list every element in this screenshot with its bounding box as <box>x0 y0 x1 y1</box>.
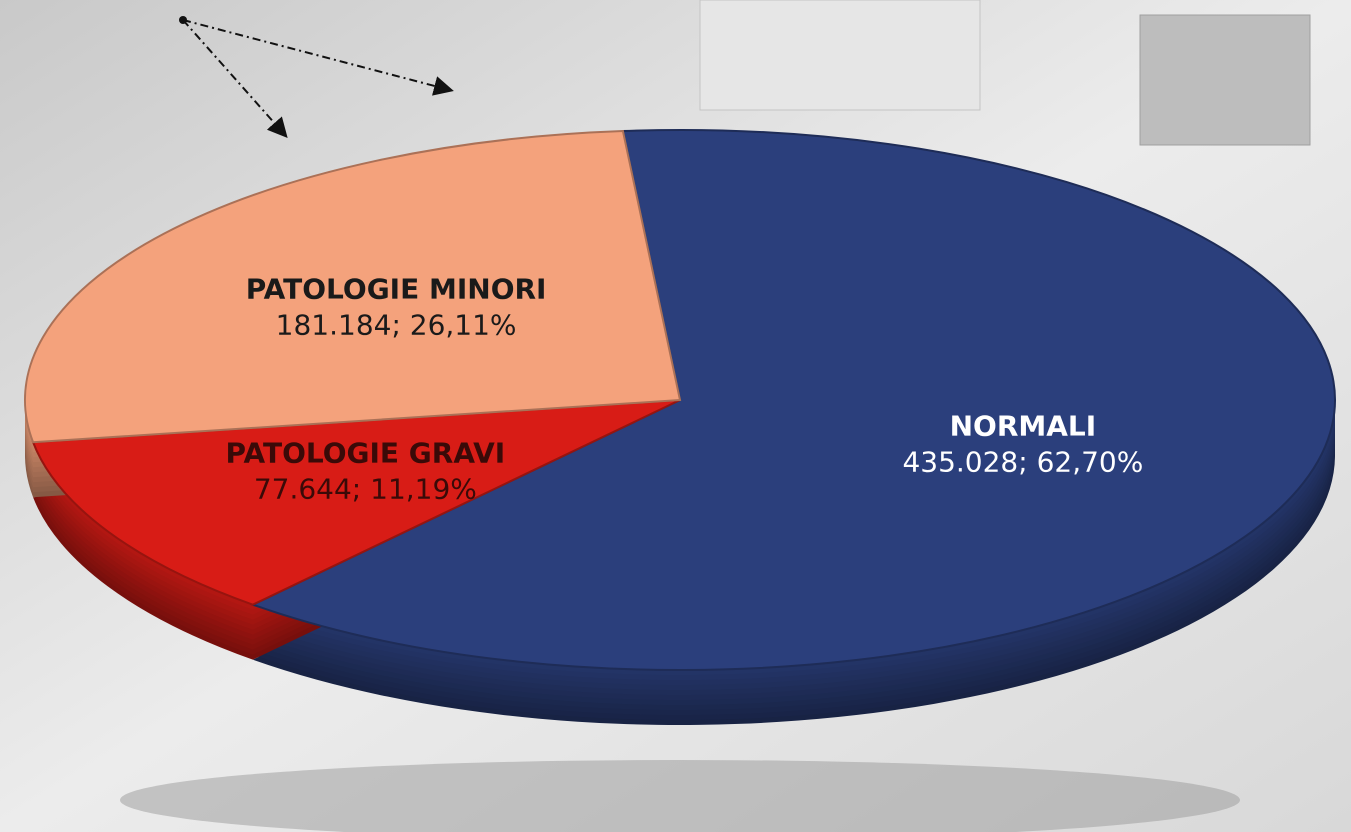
slice-label: PATOLOGIE GRAVI <box>226 436 506 469</box>
slice-value-label: 435.028; 62,70% <box>902 446 1143 479</box>
slice <box>250 129 1336 671</box>
pie-shadow <box>120 760 1240 832</box>
slice-label: PATOLOGIE MINORI <box>246 273 547 306</box>
slice-value-label: 181.184; 26,11% <box>276 309 517 342</box>
slice-label: NORMALI <box>950 410 1097 443</box>
arrow <box>182 19 288 138</box>
slice-value-label: 77.644; 11,19% <box>254 472 477 505</box>
background-screen <box>1139 14 1311 146</box>
background-screen <box>699 0 981 111</box>
arrow <box>182 19 454 96</box>
arrow-origin <box>179 16 187 24</box>
slice <box>24 129 682 444</box>
slice <box>31 399 681 606</box>
